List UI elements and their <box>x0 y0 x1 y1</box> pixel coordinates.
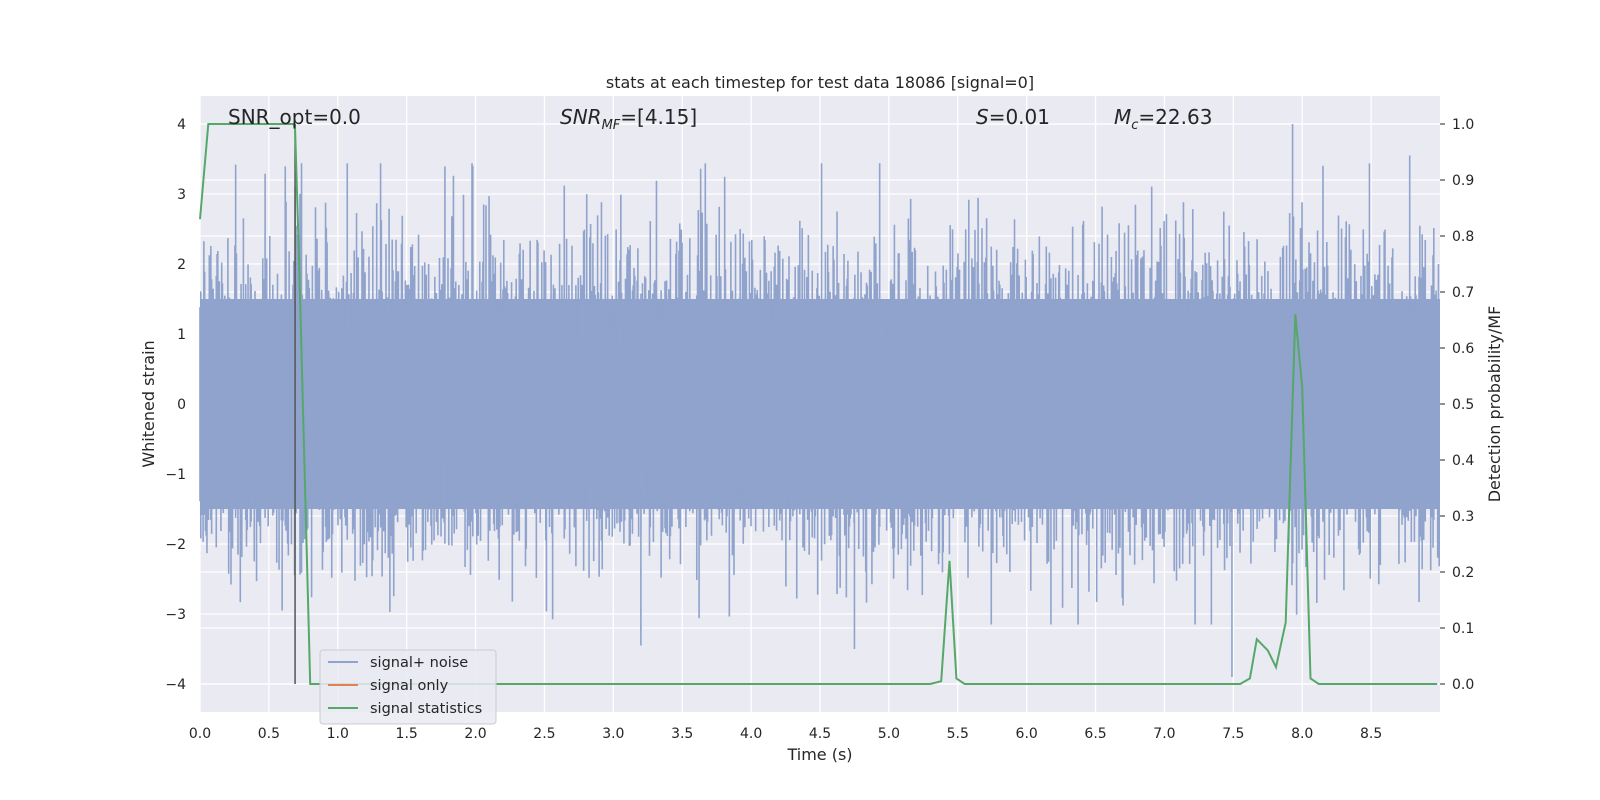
y-right-tick-label: 0.8 <box>1452 229 1474 245</box>
y-left-tick-label: −2 <box>165 537 186 553</box>
legend-label-signal-noise: signal+ noise <box>370 655 468 671</box>
y-right-tick-label: 1.0 <box>1452 117 1474 133</box>
x-tick-label: 4.5 <box>809 726 831 742</box>
x-tick-labels: 0.0 0.5 1.0 1.5 2.0 2.5 3.0 3.5 4.0 4.5 5.0 5.5 6.0 6… <box>189 726 1382 742</box>
y-axis-label-left: Whitened strain <box>139 340 158 467</box>
y-right-tick-label: 0.4 <box>1452 453 1474 469</box>
y-right-tick-label: 0.7 <box>1452 285 1474 301</box>
legend: signal+ noise signal only signal statist… <box>319 649 497 725</box>
annotation-snr-mf-rest: =[4.15] <box>620 105 697 129</box>
x-tick-label: 0.0 <box>189 726 211 742</box>
x-tick-label: 3.0 <box>602 726 624 742</box>
y-left-tick-label: 2 <box>177 257 186 273</box>
x-tick-label: 8.0 <box>1291 726 1313 742</box>
y-left-tick-labels: 4 3 2 1 0 −1 −2 −3 −4 <box>165 117 186 693</box>
x-tick-label: 5.5 <box>947 726 969 742</box>
x-tick-label: 7.5 <box>1222 726 1244 742</box>
x-tick-label: 7.0 <box>1153 726 1175 742</box>
annotation-mc-name: M <box>1114 105 1131 129</box>
y-right-tick-label: 0.3 <box>1452 509 1474 525</box>
annotation-snr-mf-sub: MF <box>602 118 621 133</box>
annotation-mc: Mc=22.63 <box>1114 105 1212 133</box>
y-axis-label-right: Detection probability/MF <box>1485 306 1504 503</box>
y-right-tick-label: 0.6 <box>1452 341 1474 357</box>
y-right-tick-label: 0.9 <box>1452 173 1474 189</box>
y-right-tick-label: 0.5 <box>1452 397 1474 413</box>
y-left-tick-label: −1 <box>165 467 186 483</box>
y-left-tick-label: 1 <box>177 327 186 343</box>
y-left-tick-label: −4 <box>165 677 186 693</box>
y-left-tick-label: 0 <box>177 397 186 413</box>
annotation-snr-mf-name: SNR <box>560 105 602 129</box>
annotation-s-value: =0.01 <box>989 105 1050 129</box>
annotation-s: S=0.01 <box>976 105 1050 129</box>
signal-plus-noise-trace <box>199 124 1441 677</box>
annotation-snr-mf: SNRMF=[4.15] <box>560 105 697 133</box>
y-left-tick-label: 4 <box>177 117 186 133</box>
x-tick-label: 2.5 <box>533 726 555 742</box>
x-tick-label: 4.0 <box>740 726 762 742</box>
y-right-tick-label: 0.2 <box>1452 565 1474 581</box>
signal-statistics-series <box>199 123 1438 685</box>
x-tick-label: 5.0 <box>878 726 900 742</box>
x-tick-label: 2.0 <box>464 726 486 742</box>
y-right-tick-labels: 1.0 0.9 0.8 0.7 0.6 0.5 0.4 0.3 0.2 0.1 0.0 <box>1440 117 1474 693</box>
annotation-mc-sub: c <box>1131 118 1138 133</box>
x-axis-label: Time (s) <box>786 745 852 764</box>
y-left-tick-label: −3 <box>165 607 186 623</box>
legend-box <box>319 649 497 725</box>
x-tick-label: 3.5 <box>671 726 693 742</box>
annotation-snr-opt: SNR_opt=0.0 <box>228 105 361 129</box>
x-tick-label: 1.0 <box>327 726 349 742</box>
chart-title: stats at each timestep for test data 180… <box>606 73 1034 92</box>
y-right-tick-label: 0.0 <box>1452 677 1474 693</box>
signal-plus-noise-series <box>199 124 1441 677</box>
legend-label-signal-statistics: signal statistics <box>370 701 482 717</box>
legend-label-signal-only: signal only <box>370 678 449 694</box>
x-tick-label: 1.5 <box>396 726 418 742</box>
annotation-s-name: S <box>976 105 989 129</box>
y-left-tick-label: 3 <box>177 187 186 203</box>
annotation-mc-value: =22.63 <box>1138 105 1212 129</box>
x-tick-label: 6.0 <box>1016 726 1038 742</box>
x-tick-label: 8.5 <box>1360 726 1382 742</box>
x-tick-label: 0.5 <box>258 726 280 742</box>
x-tick-label: 6.5 <box>1084 726 1106 742</box>
y-right-tick-label: 0.1 <box>1452 621 1474 637</box>
